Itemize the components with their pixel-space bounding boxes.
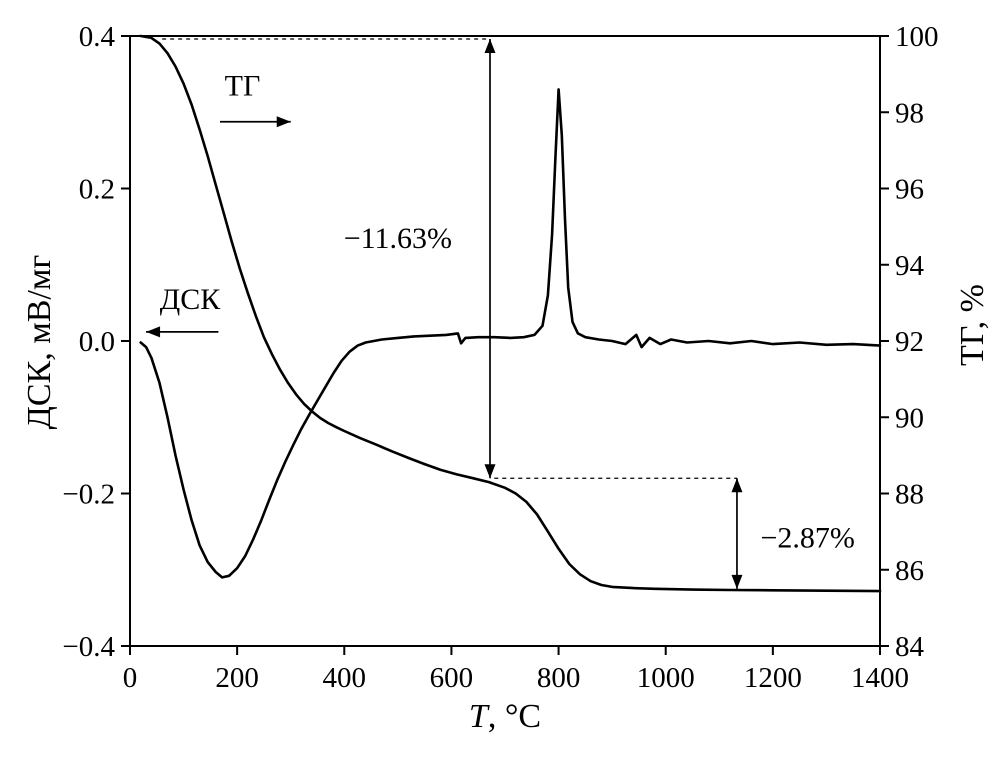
mass-loss-label: −11.63%	[344, 222, 452, 255]
mass-loss-label: −2.87%	[760, 521, 854, 554]
tg-curve	[139, 34, 882, 593]
y-right-tick-label: 90	[895, 402, 924, 434]
y-right-tick-label: 92	[895, 326, 924, 358]
y-left-tick-label: −0.4	[62, 631, 115, 663]
y-right-tick-label: 88	[895, 479, 924, 511]
mass-loss-arrowhead-down	[731, 574, 743, 589]
x-tick-label: 1000	[637, 662, 695, 694]
y-right-tick-label: 96	[895, 174, 924, 206]
mass-loss-arrowhead-up	[484, 39, 496, 53]
x-axis-title: T, °C	[130, 698, 880, 736]
x-tick-label: 600	[430, 662, 474, 694]
mass-loss-arrowhead-down	[484, 464, 496, 479]
x-tick-label: 200	[215, 662, 259, 694]
y-right-tick-label: 86	[895, 555, 924, 587]
y-right-tick-label: 100	[895, 21, 939, 53]
x-tick-label: 400	[323, 662, 367, 694]
curve-label: ТГ	[225, 70, 261, 103]
left-axis-title: ДСК, мВ/мг	[21, 255, 59, 430]
y-left-tick-label: 0.0	[79, 326, 115, 358]
dsc-curve	[139, 88, 882, 579]
plot-frame	[129, 35, 881, 647]
x-tick-label: 1200	[744, 662, 802, 694]
x-axis-title-symbol: T	[468, 698, 488, 735]
y-left-tick-label: 0.4	[79, 21, 116, 53]
left-axis-title-text: ДСК, мВ/мг	[21, 254, 58, 430]
right-axis-title-text: ТГ, %	[954, 284, 991, 366]
y-right-tick-label: 94	[895, 250, 925, 282]
y-right-tick-label: 98	[895, 97, 924, 129]
x-axis-title-units: , °C	[487, 698, 542, 735]
y-right-tick-label: 84	[895, 631, 925, 663]
curve-label: ДСК	[160, 283, 221, 316]
curve-label-arrowhead	[146, 326, 161, 338]
right-axis-title: ТГ, %	[954, 284, 992, 366]
x-tick-label: 800	[537, 662, 581, 694]
x-tick-label: 1400	[851, 662, 909, 694]
curve-label-arrowhead	[276, 116, 291, 128]
y-left-tick-label: −0.2	[62, 479, 115, 511]
x-tick-label: 0	[123, 662, 138, 694]
mass-loss-arrowhead-up	[731, 478, 743, 493]
y-left-tick-label: 0.2	[79, 174, 115, 206]
